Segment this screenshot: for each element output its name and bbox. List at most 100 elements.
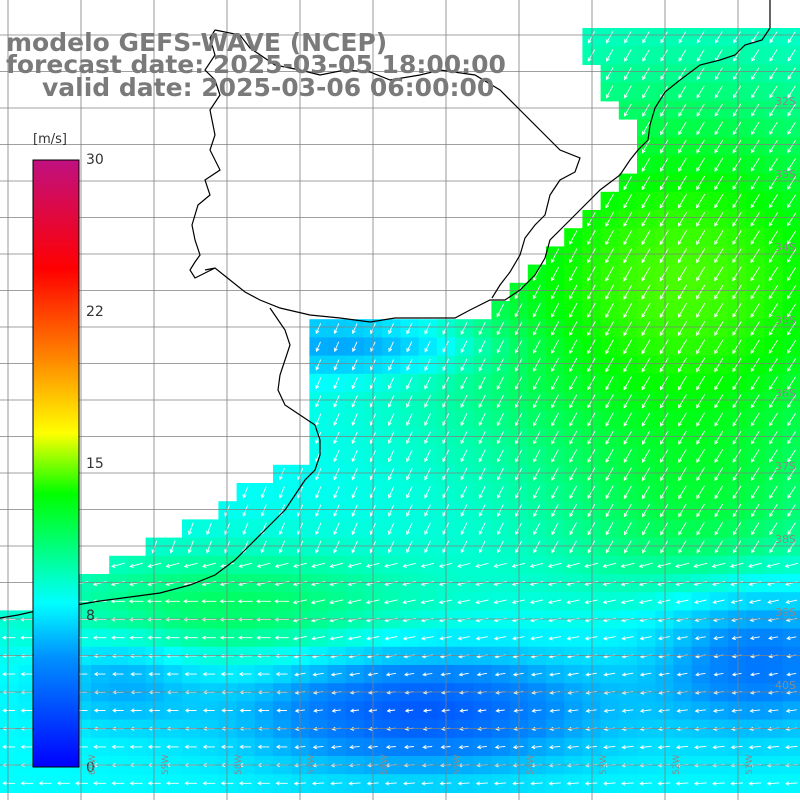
wind-arrow [166, 708, 179, 713]
wind-arrow [621, 708, 634, 713]
wind-arrow [712, 599, 725, 604]
wind-arrow [785, 745, 798, 750]
wind-arrow [768, 303, 779, 318]
wind-arrow [112, 672, 124, 677]
wind-arrow [278, 522, 285, 536]
wind-arrow [201, 635, 216, 640]
wind-arrow [184, 744, 197, 749]
wind-arrow [768, 376, 778, 391]
wind-arrow [660, 430, 669, 445]
wind-arrow [494, 745, 506, 750]
wind-arrow [732, 503, 742, 518]
wind-arrow [714, 540, 723, 554]
wind-arrow [605, 284, 614, 300]
wind-arrow [714, 284, 724, 300]
wind-arrow [602, 781, 616, 786]
wind-arrow [784, 781, 798, 786]
wind-arrow [787, 522, 796, 535]
wind-arrow [202, 744, 215, 749]
wind-arrow [496, 431, 504, 445]
wind-arrow [731, 636, 742, 641]
wind-arrow [769, 121, 778, 135]
wind-arrow [478, 504, 486, 517]
wind-arrow [696, 394, 706, 409]
wind-arrow [766, 745, 780, 750]
wind-arrow [657, 745, 670, 750]
wind-arrow [749, 708, 761, 713]
wind-arrow [333, 323, 340, 335]
wind-arrow [660, 103, 669, 117]
wind-arrow [220, 744, 234, 749]
wind-arrow [587, 412, 596, 427]
wind-arrow [766, 562, 780, 568]
wind-arrow [660, 503, 669, 518]
wind-arrow [569, 321, 578, 336]
wind-arrow [787, 394, 797, 409]
wind-arrow [750, 672, 760, 677]
wind-arrow [147, 635, 162, 640]
wind-arrow [696, 321, 706, 337]
wind-arrow [732, 376, 742, 391]
wind-arrow [768, 230, 779, 245]
wind-arrow [386, 708, 396, 713]
wind-arrow [313, 708, 323, 713]
wind-arrow [92, 581, 107, 587]
wind-arrow [239, 744, 252, 749]
wind-arrow [457, 636, 470, 641]
wind-arrow [388, 468, 395, 481]
wind-arrow [147, 581, 162, 587]
wind-arrow [311, 636, 325, 641]
wind-arrow [696, 357, 706, 373]
wind-arrow [623, 103, 632, 117]
wind-arrow [388, 504, 395, 517]
wind-arrow [569, 540, 577, 554]
wind-arrow [768, 672, 778, 677]
wind-arrow [587, 376, 596, 391]
wind-arrow [551, 321, 560, 336]
wind-arrow [93, 744, 106, 749]
wind-arrow [424, 341, 431, 353]
wind-arrow [714, 522, 723, 536]
wind-arrow [184, 653, 198, 658]
wind-arrow [93, 708, 106, 713]
wind-arrow [677, 321, 687, 337]
wind-arrow [238, 653, 252, 658]
wind-arrow [696, 449, 705, 463]
wind-arrow [184, 708, 197, 713]
wind-arrow [768, 339, 779, 354]
wind-arrow [605, 302, 614, 318]
wind-arrow [496, 467, 504, 481]
wind-arrow [569, 449, 578, 463]
wind-arrow [659, 302, 669, 318]
wind-arrow [696, 412, 705, 427]
wind-arrow [333, 468, 340, 481]
wind-arrow [623, 412, 632, 427]
wind-arrow [660, 449, 669, 463]
wind-arrow [639, 672, 652, 677]
wind-arrow [477, 708, 487, 713]
wind-arrow [275, 744, 288, 749]
wind-arrow [787, 67, 796, 80]
wind-arrow [111, 562, 125, 568]
wind-arrow [255, 599, 271, 604]
wind-arrow [333, 486, 340, 499]
wind-arrow [678, 485, 687, 500]
wind-arrow [696, 230, 706, 246]
wind-arrow [675, 745, 689, 750]
wind-arrow [312, 672, 324, 677]
wind-arrow [548, 599, 562, 605]
wind-arrow [642, 522, 650, 536]
wind-arrow [750, 194, 760, 209]
wind-arrow [605, 540, 614, 554]
wind-arrow [751, 540, 760, 554]
wind-arrow [165, 635, 180, 640]
wind-arrow [678, 85, 687, 99]
wind-arrow [641, 339, 651, 355]
wind-arrow [678, 139, 687, 154]
wind-arrow [424, 449, 431, 463]
wind-arrow [351, 413, 358, 426]
wind-arrow [675, 781, 689, 786]
wind-arrow [641, 467, 651, 482]
wind-arrow [311, 781, 325, 786]
